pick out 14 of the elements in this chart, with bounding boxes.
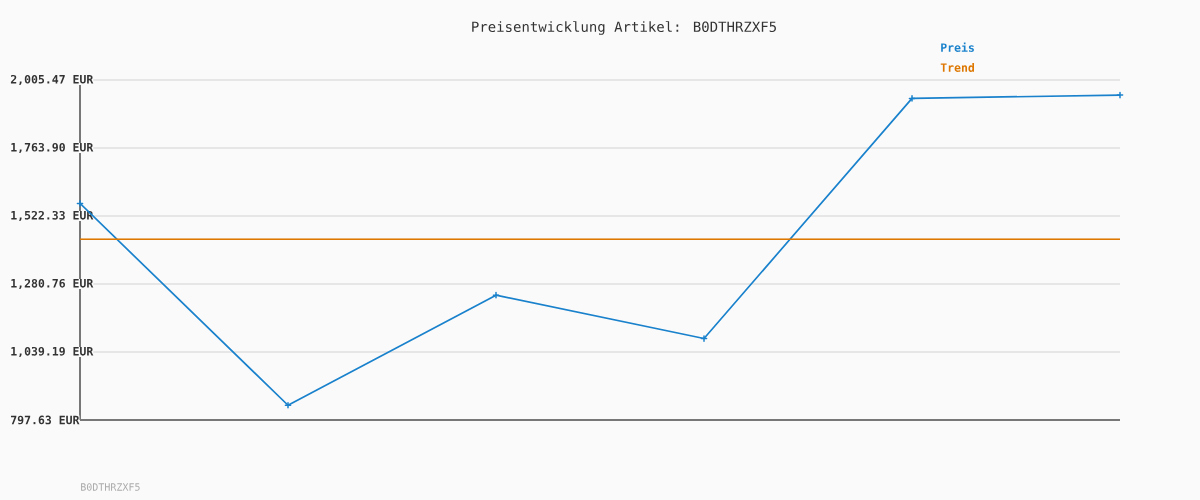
y-tick-label: 1,763.90 EUR <box>11 142 94 154</box>
text: Trend <box>940 63 975 72</box>
y-tick-label: 2,005.47 EUR <box>10 74 94 86</box>
y-tick-label: 1,522.33 EUR <box>11 210 94 222</box>
y-tick-label: 797.63 EUR <box>11 415 80 425</box>
point <box>492 291 500 299</box>
y-tick-label: 1,280.76 EUR <box>11 278 94 290</box>
point <box>700 335 708 342</box>
chart-title: Preisentwicklung Artikel: B0DTHRZXF5 <box>472 21 776 35</box>
point <box>284 401 292 409</box>
text: B0DTHRZXF5 <box>81 483 140 491</box>
point <box>908 95 916 102</box>
y-tick-label: 1,039.19 EUR <box>11 346 94 358</box>
text: Preis <box>941 42 974 52</box>
